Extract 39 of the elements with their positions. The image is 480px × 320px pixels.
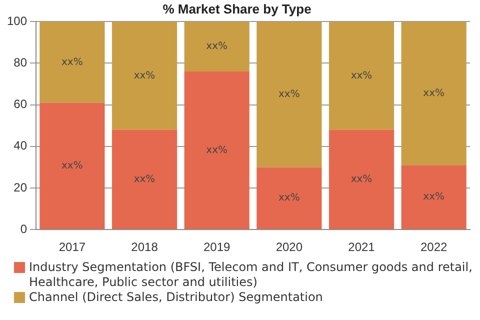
data-label: xx% (350, 174, 372, 186)
bar (112, 130, 178, 230)
x-tick-label: 2021 (348, 240, 376, 254)
data-label: xx% (278, 88, 300, 100)
bar (401, 165, 466, 230)
data-label: xx% (62, 160, 83, 172)
x-tick-label: 2017 (58, 240, 86, 254)
bar (401, 22, 466, 166)
x-tick-label: 2019 (203, 240, 231, 254)
data-label: xx% (206, 144, 228, 156)
bar (184, 22, 250, 72)
chart-title: % Market Share by Type (162, 1, 312, 16)
data-label: xx% (350, 70, 372, 82)
y-tick-label: 0 (20, 222, 28, 236)
data-label: xx% (278, 192, 300, 204)
y-tick-label: 20 (14, 180, 28, 194)
bar (256, 167, 322, 230)
x-tick-label: 2022 (420, 240, 448, 254)
x-tick-label: 2018 (131, 240, 158, 254)
y-tick-label: 40 (14, 138, 28, 153)
bar (40, 102, 105, 230)
bar (328, 22, 394, 130)
y-tick-label: 80 (14, 56, 28, 70)
data-label: xx% (134, 70, 156, 82)
bar (112, 22, 178, 130)
legend-label: Channel (Direct Sales, Distributor) Segmentation (29, 290, 323, 305)
legend-label: Industry Segmentation (BFSI, Telecom and IT, Consumer goods and retail, Healthcare, Public sector and utilities) (29, 260, 474, 290)
bar (40, 22, 105, 103)
y-tick-label: 100 (6, 14, 28, 28)
data-label: xx% (206, 41, 228, 52)
data-label: xx% (134, 174, 156, 186)
bar (184, 72, 250, 230)
data-label: xx% (423, 192, 445, 203)
data-label: xx% (423, 88, 445, 99)
bar (328, 130, 394, 230)
x-tick-label: 2020 (276, 240, 303, 254)
y-tick-label: 60 (14, 97, 28, 112)
data-label: xx% (62, 56, 83, 68)
bar (256, 22, 322, 168)
